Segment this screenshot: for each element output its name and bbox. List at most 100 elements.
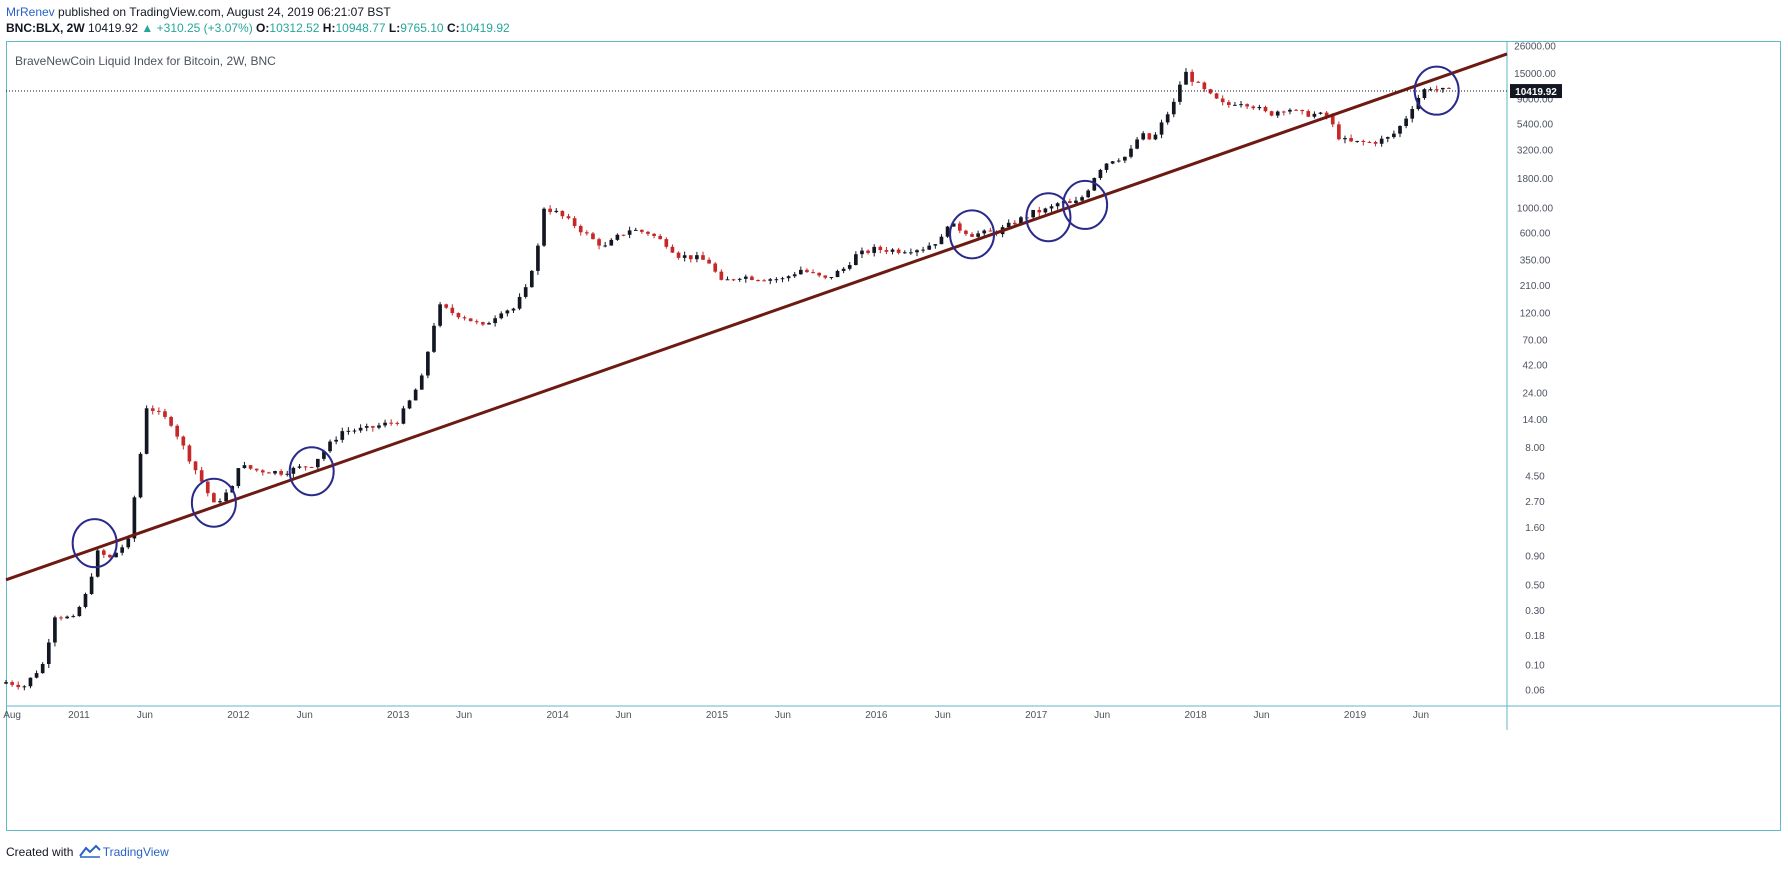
y-tick-label: 14.00 xyxy=(1522,415,1547,426)
candle-up xyxy=(523,287,528,297)
candle-down xyxy=(163,411,167,417)
y-tick-label: 1.60 xyxy=(1525,523,1545,534)
published-line: MrRenev published on TradingView.com, Au… xyxy=(6,5,391,19)
candle-up xyxy=(982,230,987,234)
last-price: 10419.92 xyxy=(88,21,139,35)
candle-up xyxy=(1275,111,1280,116)
open-label: O: xyxy=(256,21,270,35)
candle-down xyxy=(750,276,754,280)
candle-down xyxy=(193,461,198,471)
candle-down xyxy=(652,233,656,236)
candle-up xyxy=(841,268,846,271)
high-value: 10948.77 xyxy=(335,21,386,35)
candle-down xyxy=(181,436,186,446)
candle-up xyxy=(218,501,222,503)
candle-up xyxy=(872,246,877,253)
tradingview-brand-link[interactable]: TradingView xyxy=(102,845,169,859)
candle-up xyxy=(236,468,241,487)
candle-down xyxy=(462,317,467,319)
candle-down xyxy=(212,493,216,503)
y-tick-label: 0.06 xyxy=(1525,686,1545,697)
candle-down xyxy=(964,230,968,235)
candle-up xyxy=(774,279,779,281)
candle-down xyxy=(621,234,626,236)
candle-up xyxy=(1086,190,1091,198)
candle-down xyxy=(805,269,809,273)
y-tick-label: 24.00 xyxy=(1522,388,1547,399)
x-tick-label: Jun xyxy=(1413,710,1429,721)
candle-down xyxy=(664,239,669,247)
candle-up xyxy=(786,276,791,279)
candle-up xyxy=(315,458,320,468)
candle-up xyxy=(743,276,748,279)
x-tick-label: Jun xyxy=(297,710,313,721)
candle-down xyxy=(1367,141,1372,143)
y-tick-label: 26000.00 xyxy=(1514,42,1556,53)
candle-up xyxy=(603,245,608,247)
published-text: published on TradingView.com, August 24,… xyxy=(54,5,391,19)
candle-down xyxy=(395,422,400,424)
close-value: 10419.92 xyxy=(459,21,510,35)
candle-down xyxy=(597,239,601,246)
candle-down xyxy=(566,216,571,219)
candle-down xyxy=(1294,109,1298,111)
created-with-text: Created with xyxy=(6,845,74,859)
open-value: 10312.52 xyxy=(269,21,320,35)
x-tick-label: 2011 xyxy=(68,710,90,721)
x-tick-label: Jun xyxy=(1254,710,1270,721)
x-tick-label: 2017 xyxy=(1025,710,1048,721)
x-tick-label: Jun xyxy=(935,710,951,721)
y-tick-label: 0.50 xyxy=(1525,581,1545,592)
candle-down xyxy=(811,272,815,274)
candle-down xyxy=(548,208,552,213)
y-tick-label: 5400.00 xyxy=(1517,120,1554,131)
candle-up xyxy=(909,252,913,254)
y-tick-label: 350.00 xyxy=(1520,255,1551,266)
candle-up xyxy=(536,245,540,271)
candle-up xyxy=(438,304,442,326)
candle-down xyxy=(719,271,724,280)
candle-down xyxy=(1373,142,1378,144)
candle-down xyxy=(957,223,962,231)
candle-down xyxy=(640,229,644,232)
candle-up xyxy=(1055,203,1060,207)
candle-down xyxy=(1263,106,1268,112)
y-tick-label: 4.50 xyxy=(1525,471,1545,482)
candle-up xyxy=(1385,137,1390,139)
author-link[interactable]: MrRenev xyxy=(6,5,55,19)
x-tick-label: 2016 xyxy=(865,710,888,721)
y-tick-label: 70.00 xyxy=(1522,335,1547,346)
candle-down xyxy=(878,246,883,251)
candle-up xyxy=(1355,140,1360,142)
low-label: L: xyxy=(388,21,401,35)
candle-down xyxy=(1196,81,1201,83)
x-tick-label: Jun xyxy=(775,710,791,721)
candle-up xyxy=(1043,208,1048,213)
candle-up xyxy=(1410,109,1415,119)
y-tick-label: 8.00 xyxy=(1525,443,1545,454)
candle-down xyxy=(756,279,760,281)
candle-up xyxy=(46,642,51,665)
candle-down xyxy=(150,408,155,411)
candle-up xyxy=(511,308,516,311)
candle-up xyxy=(798,269,803,275)
candle-down xyxy=(248,465,253,469)
candle-down xyxy=(303,466,308,468)
candle-down xyxy=(267,472,271,474)
candle-down xyxy=(199,470,204,482)
candle-up xyxy=(615,234,620,240)
y-tick-label: 0.90 xyxy=(1525,551,1545,562)
candle-up xyxy=(377,425,381,428)
candle-down xyxy=(260,470,265,473)
candle-up xyxy=(1404,118,1408,127)
close-label: C: xyxy=(446,21,460,35)
candle-down xyxy=(481,322,485,325)
candle-up xyxy=(945,226,950,237)
candle-up xyxy=(432,325,436,352)
y-tick-label: 3200.00 xyxy=(1517,146,1554,157)
candle-up xyxy=(138,453,143,498)
highlight-circle xyxy=(1025,192,1072,243)
candle-down xyxy=(157,410,161,412)
candle-up xyxy=(499,313,504,319)
